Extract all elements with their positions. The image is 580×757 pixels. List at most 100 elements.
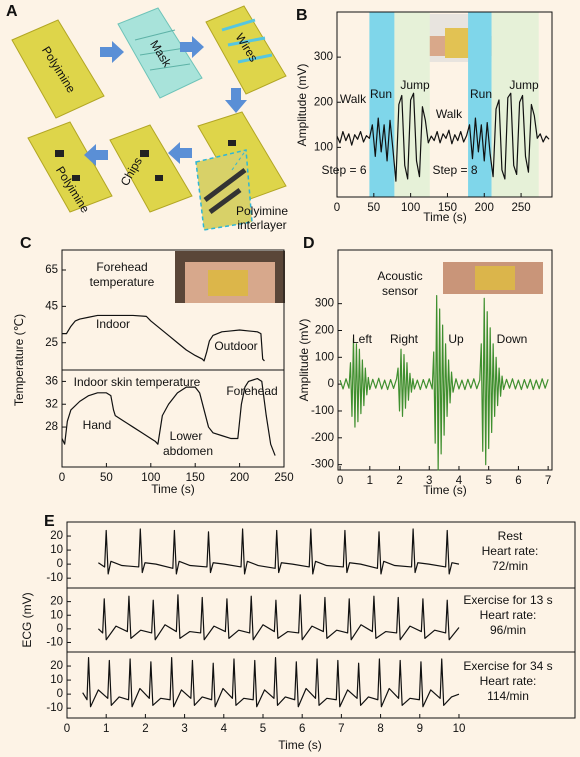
annotation: Jump bbox=[400, 78, 430, 92]
annotation: Forehead bbox=[96, 260, 147, 274]
x-tick-label: 8 bbox=[377, 723, 383, 735]
y-tick-label: -10 bbox=[46, 572, 63, 584]
chip bbox=[228, 140, 236, 146]
annotation: sensor bbox=[382, 284, 418, 298]
y-tick-label: 0 bbox=[328, 378, 334, 390]
tile bbox=[109, 124, 193, 213]
y-axis-label: Amplitude (mV) bbox=[295, 64, 309, 147]
tile bbox=[117, 7, 203, 99]
region bbox=[369, 12, 395, 197]
x-tick-label: 10 bbox=[453, 723, 466, 735]
annotation: Hand bbox=[83, 418, 112, 432]
y-tick-label: 20 bbox=[50, 660, 63, 672]
plot-frame bbox=[61, 369, 285, 468]
y-tick-label: 0 bbox=[57, 558, 63, 570]
y-tick-label: -200 bbox=[311, 432, 334, 444]
annotation: Walk bbox=[436, 107, 463, 121]
annotation: Jump bbox=[509, 78, 539, 92]
data-line bbox=[61, 377, 276, 456]
annotation: Exercise for 13 s bbox=[463, 593, 552, 607]
annotation: Rest bbox=[498, 529, 523, 543]
annotation: Run bbox=[470, 87, 492, 101]
y-tick-label: 36 bbox=[45, 375, 58, 387]
x-tick-label: 150 bbox=[186, 472, 205, 484]
panel-label: E bbox=[44, 513, 55, 530]
y-tick-label: 200 bbox=[315, 325, 334, 337]
region bbox=[394, 12, 430, 197]
y-tick-label: 100 bbox=[314, 141, 333, 153]
data-line bbox=[62, 314, 265, 362]
annotation: 114/min bbox=[487, 689, 529, 703]
mask-pattern bbox=[134, 29, 191, 71]
annotation: Forehead bbox=[226, 384, 277, 398]
y-axis-label: ECG (mV) bbox=[20, 592, 34, 647]
y-tick-label: 45 bbox=[45, 300, 58, 312]
interlayer-label: Polyimine bbox=[236, 204, 288, 218]
y-axis-label: Temperature (℃) bbox=[12, 314, 26, 406]
x-tick-label: 7 bbox=[338, 723, 344, 735]
y-tick-label: 300 bbox=[314, 51, 333, 63]
x-tick-label: 5 bbox=[485, 475, 491, 487]
annotation: 72/min bbox=[492, 559, 528, 573]
x-tick-label: 3 bbox=[181, 723, 187, 735]
x-tick-label: 0 bbox=[334, 202, 340, 214]
annotation: Outdoor bbox=[214, 339, 257, 353]
annotation: Exercise for 34 s bbox=[463, 659, 552, 673]
panel-label: A bbox=[6, 3, 18, 20]
chip bbox=[55, 150, 64, 157]
arrow bbox=[225, 88, 247, 113]
chip bbox=[140, 150, 149, 157]
data-line bbox=[82, 657, 460, 708]
y-tick-label: 0 bbox=[57, 688, 63, 700]
y-tick-label: 300 bbox=[315, 298, 334, 310]
annotation: Heart rate: bbox=[482, 544, 539, 558]
wires bbox=[221, 18, 273, 64]
annotation: Acoustic bbox=[377, 269, 422, 283]
interlayer-detail bbox=[203, 168, 247, 215]
annotation: Step = 6 bbox=[321, 163, 366, 177]
y-tick-label: 65 bbox=[45, 264, 58, 276]
annotation: 96/min bbox=[490, 623, 526, 637]
y-tick-label: 0 bbox=[57, 623, 63, 635]
annotation: temperature bbox=[90, 275, 155, 289]
x-axis-label: Time (s) bbox=[423, 210, 467, 224]
y-tick-label: 200 bbox=[314, 96, 333, 108]
y-tick-label: 100 bbox=[315, 351, 334, 363]
annotation: Right bbox=[390, 332, 419, 346]
arrow bbox=[168, 142, 192, 164]
y-tick-label: 10 bbox=[50, 674, 63, 686]
y-axis-label: Amplitude (mV) bbox=[297, 319, 311, 402]
annotation: Indoor bbox=[96, 317, 130, 331]
chip bbox=[155, 175, 163, 181]
panel-label: D bbox=[303, 235, 315, 252]
arrow bbox=[84, 144, 108, 166]
data-line bbox=[98, 528, 460, 575]
y-tick-label: -10 bbox=[46, 702, 63, 714]
arrow bbox=[100, 41, 124, 63]
x-tick-label: 100 bbox=[141, 472, 160, 484]
y-tick-label: -10 bbox=[46, 636, 63, 648]
x-tick-label: 4 bbox=[456, 475, 463, 487]
x-tick-label: 1 bbox=[103, 723, 109, 735]
x-tick-label: 150 bbox=[438, 202, 457, 214]
annotation: Heart rate: bbox=[480, 608, 537, 622]
y-tick-label: -300 bbox=[311, 459, 334, 471]
fabrication-diagram: Polyimine Mask Wires Chips Polyimine Pol… bbox=[11, 5, 288, 232]
arrow bbox=[180, 36, 204, 58]
x-tick-label: 0 bbox=[337, 475, 343, 487]
x-tick-label: 2 bbox=[396, 475, 402, 487]
x-tick-label: 100 bbox=[401, 202, 420, 214]
x-tick-label: 250 bbox=[274, 472, 293, 484]
x-tick-label: 200 bbox=[475, 202, 494, 214]
y-tick-label: 20 bbox=[50, 530, 63, 542]
tile bbox=[11, 19, 105, 119]
annotation: Run bbox=[370, 87, 392, 101]
x-axis-label: Time (s) bbox=[151, 482, 195, 496]
plot-frame bbox=[336, 11, 553, 198]
x-axis-label: Time (s) bbox=[278, 738, 322, 752]
y-tick-label: 10 bbox=[50, 609, 63, 621]
y-tick-label: 20 bbox=[50, 596, 63, 608]
tile bbox=[27, 121, 113, 213]
x-tick-label: 200 bbox=[230, 472, 249, 484]
